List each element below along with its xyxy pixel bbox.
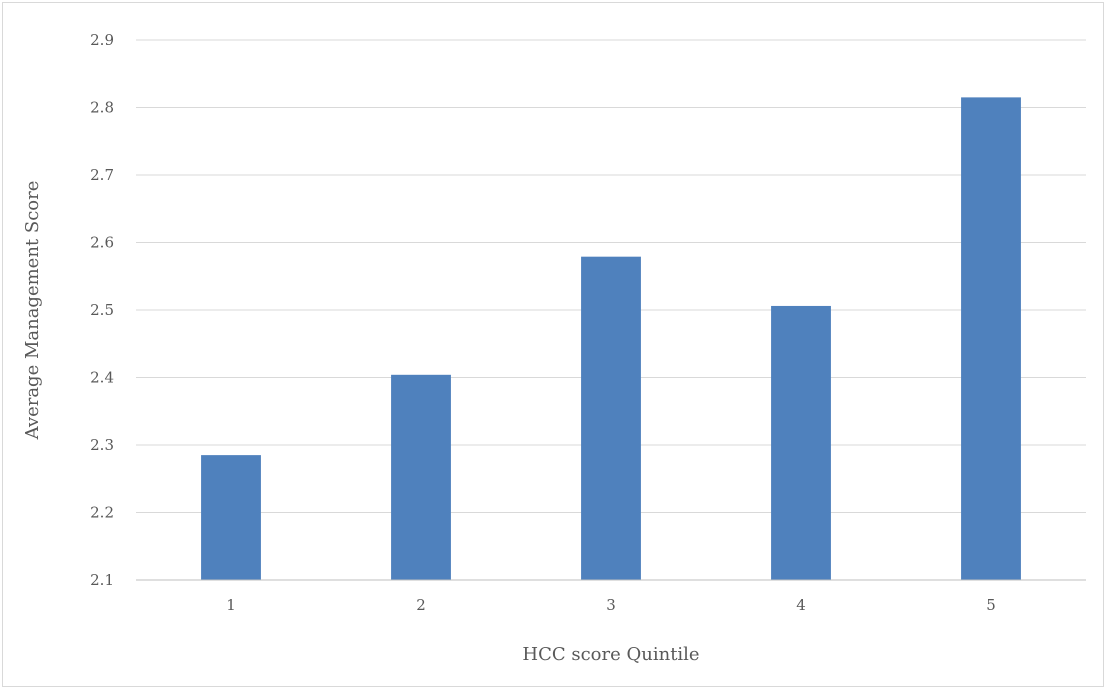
y-tick-label: 2.8 (90, 99, 114, 117)
y-axis-title: Average Management Score (22, 181, 43, 441)
gridlines (136, 39, 1086, 513)
y-tick-label: 2.9 (90, 31, 114, 49)
y-tick-label: 2.3 (90, 436, 114, 454)
x-tick-labels: 1 2 3 4 5 (226, 596, 996, 614)
bars (201, 97, 1021, 580)
y-tick-label: 2.7 (90, 166, 114, 184)
bar-2 (391, 374, 451, 580)
x-tick-label: 4 (796, 596, 806, 614)
bar-5 (961, 97, 1021, 580)
x-axis-title: HCC score Quintile (522, 644, 699, 665)
y-tick-label: 2.2 (90, 504, 114, 522)
x-tick-label: 3 (606, 596, 616, 614)
x-tick-label: 1 (226, 596, 236, 614)
bar-3 (581, 256, 641, 580)
x-tick-label: 5 (986, 596, 996, 614)
y-tick-label: 2.5 (90, 301, 114, 319)
bar-4 (771, 305, 831, 580)
y-tick-label: 2.4 (90, 369, 114, 387)
x-tick-label: 2 (416, 596, 426, 614)
bar-1 (201, 455, 261, 580)
y-tick-labels: 2.1 2.2 2.3 2.4 2.5 2.6 2.7 2.8 2.9 (90, 31, 114, 589)
y-tick-label: 2.1 (90, 571, 114, 589)
y-tick-label: 2.6 (90, 234, 114, 252)
